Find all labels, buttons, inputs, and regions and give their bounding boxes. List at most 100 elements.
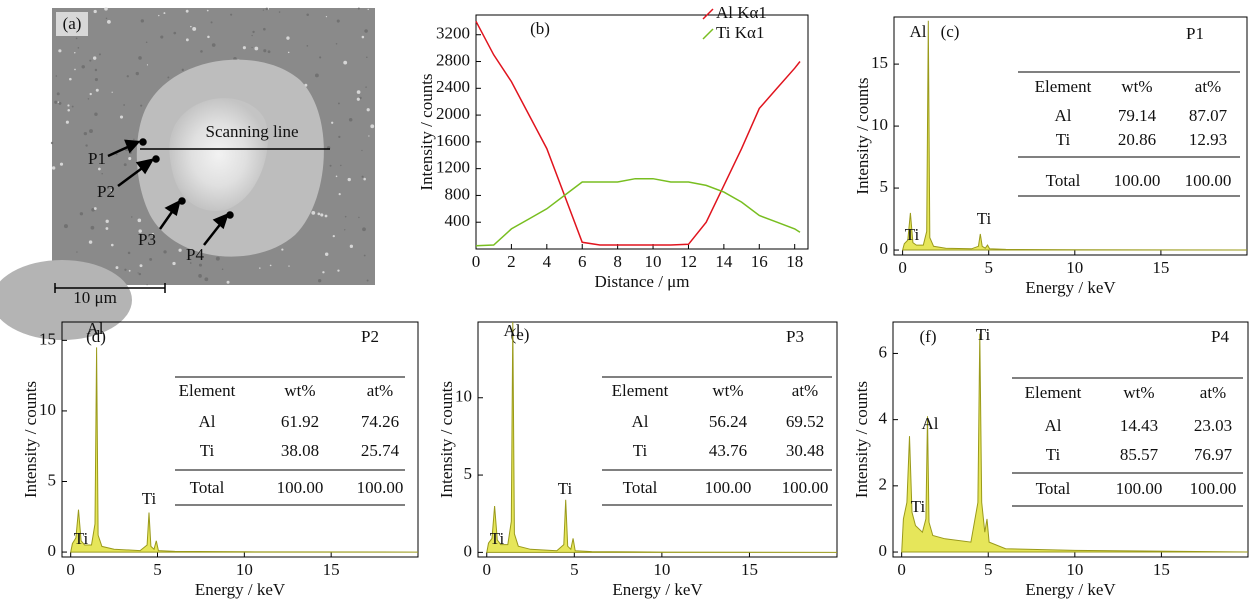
panel-label: (b) (530, 19, 550, 38)
panel-label: (a) (63, 14, 82, 33)
texture-dot (361, 175, 364, 178)
texture-dot (51, 166, 56, 170)
texture-dot (262, 9, 265, 11)
table-cell: Ti (200, 441, 215, 460)
plot-frame (892, 321, 1249, 558)
texture-dot (265, 7, 269, 11)
plot-frame (893, 16, 1248, 256)
texture-dot (178, 248, 182, 252)
texture-dot (167, 76, 170, 79)
texture-dot (242, 46, 246, 50)
chart-panel: 0 5 10 15 0 5 10 15 Energy / keV Intensity / coun… (853, 16, 1248, 297)
texture-dot (101, 172, 103, 175)
texture-dot (74, 68, 76, 71)
texture-dot (324, 214, 328, 218)
y-axis-label: Intensity / counts (417, 73, 436, 190)
scale-bar-label: 10 μm (73, 288, 117, 307)
peak-label: Ti (558, 479, 573, 498)
texture-dot (115, 266, 119, 270)
table-header: wt% (712, 381, 743, 400)
texture-dot (332, 234, 335, 238)
texture-dot (89, 92, 92, 96)
table-cell: 30.48 (786, 441, 824, 460)
texture-dot (226, 280, 230, 284)
y-tick-label: 800 (445, 184, 471, 203)
texture-dot (348, 118, 353, 122)
x-axis-label: Distance / μm (594, 272, 689, 291)
table-cell: 85.57 (1120, 445, 1159, 464)
peak-label: Ti (905, 225, 920, 244)
y-tick-label: 0 (879, 541, 888, 560)
texture-dot (319, 56, 322, 59)
table-cell: 20.86 (1118, 130, 1156, 149)
x-tick-label: 10 (236, 560, 253, 579)
texture-dot (349, 244, 354, 248)
texture-dot (105, 227, 109, 230)
texture-dot (263, 27, 266, 31)
table-cell: 74.26 (361, 412, 399, 431)
texture-dot (133, 138, 135, 141)
texture-dot (89, 59, 92, 62)
table-cell: 69.52 (786, 412, 824, 431)
table-cell: 56.24 (709, 412, 748, 431)
y-tick-label: 10 (39, 400, 56, 419)
x-tick-label: 0 (897, 560, 906, 579)
texture-dot (287, 51, 290, 54)
table-cell: 100.00 (357, 478, 404, 497)
texture-dot (221, 268, 224, 270)
texture-dot (251, 34, 253, 37)
table-header: at% (1200, 383, 1226, 402)
texture-dot (76, 251, 78, 253)
table-cell: 25.74 (361, 441, 400, 460)
texture-dot (105, 219, 109, 223)
texture-dot (110, 243, 114, 247)
texture-dot (204, 277, 209, 282)
table-cell: Al (1055, 106, 1072, 125)
point-label: P3 (138, 230, 156, 249)
x-tick-label: 15 (1153, 560, 1170, 579)
texture-dot (200, 50, 203, 53)
x-axis-label: Energy / keV (195, 580, 286, 599)
y-tick-label: 5 (464, 464, 473, 483)
texture-dot (336, 19, 340, 23)
texture-dot (149, 257, 153, 261)
texture-dot (104, 7, 108, 11)
texture-dot (55, 75, 58, 77)
texture-dot (67, 104, 70, 107)
texture-dot (69, 77, 72, 81)
y-tick-label: 6 (879, 342, 888, 361)
point-label: P2 (97, 182, 115, 201)
texture-dot (358, 216, 360, 219)
table-cell: Al (199, 412, 216, 431)
x-tick-label: 4 (543, 252, 552, 271)
texture-dot (92, 56, 97, 60)
texture-dot (135, 71, 139, 76)
texture-dot (322, 271, 325, 274)
texture-dot (65, 120, 69, 124)
texture-dot (357, 7, 360, 10)
texture-dot (335, 43, 338, 45)
y-axis-label: Intensity / counts (21, 381, 40, 498)
texture-dot (368, 135, 370, 137)
point-label: P4 (1211, 327, 1229, 346)
chart-panel: 0 5 10 15 0 2 4 6 Energy / keV Intensity / counts… (852, 321, 1249, 599)
texture-dot (137, 218, 142, 223)
texture-dot (181, 68, 184, 71)
texture-dot (344, 229, 346, 231)
label-box (56, 12, 88, 36)
texture-dot (210, 21, 213, 24)
peak-label: Al (922, 414, 939, 433)
texture-dot (106, 19, 111, 24)
data-line (475, 177, 801, 247)
particle (0, 260, 132, 340)
texture-dot (343, 60, 348, 65)
texture-dot (138, 272, 142, 276)
peak-label: Ti (74, 529, 89, 548)
legend-label: Al Kα1 (716, 3, 767, 22)
texture-dot (364, 29, 368, 33)
texture-dot (324, 252, 329, 256)
x-tick-label: 15 (741, 560, 758, 579)
x-tick-label: 16 (751, 252, 768, 271)
y-tick-label: 1200 (436, 158, 470, 177)
table-cell: 12.93 (1189, 130, 1227, 149)
